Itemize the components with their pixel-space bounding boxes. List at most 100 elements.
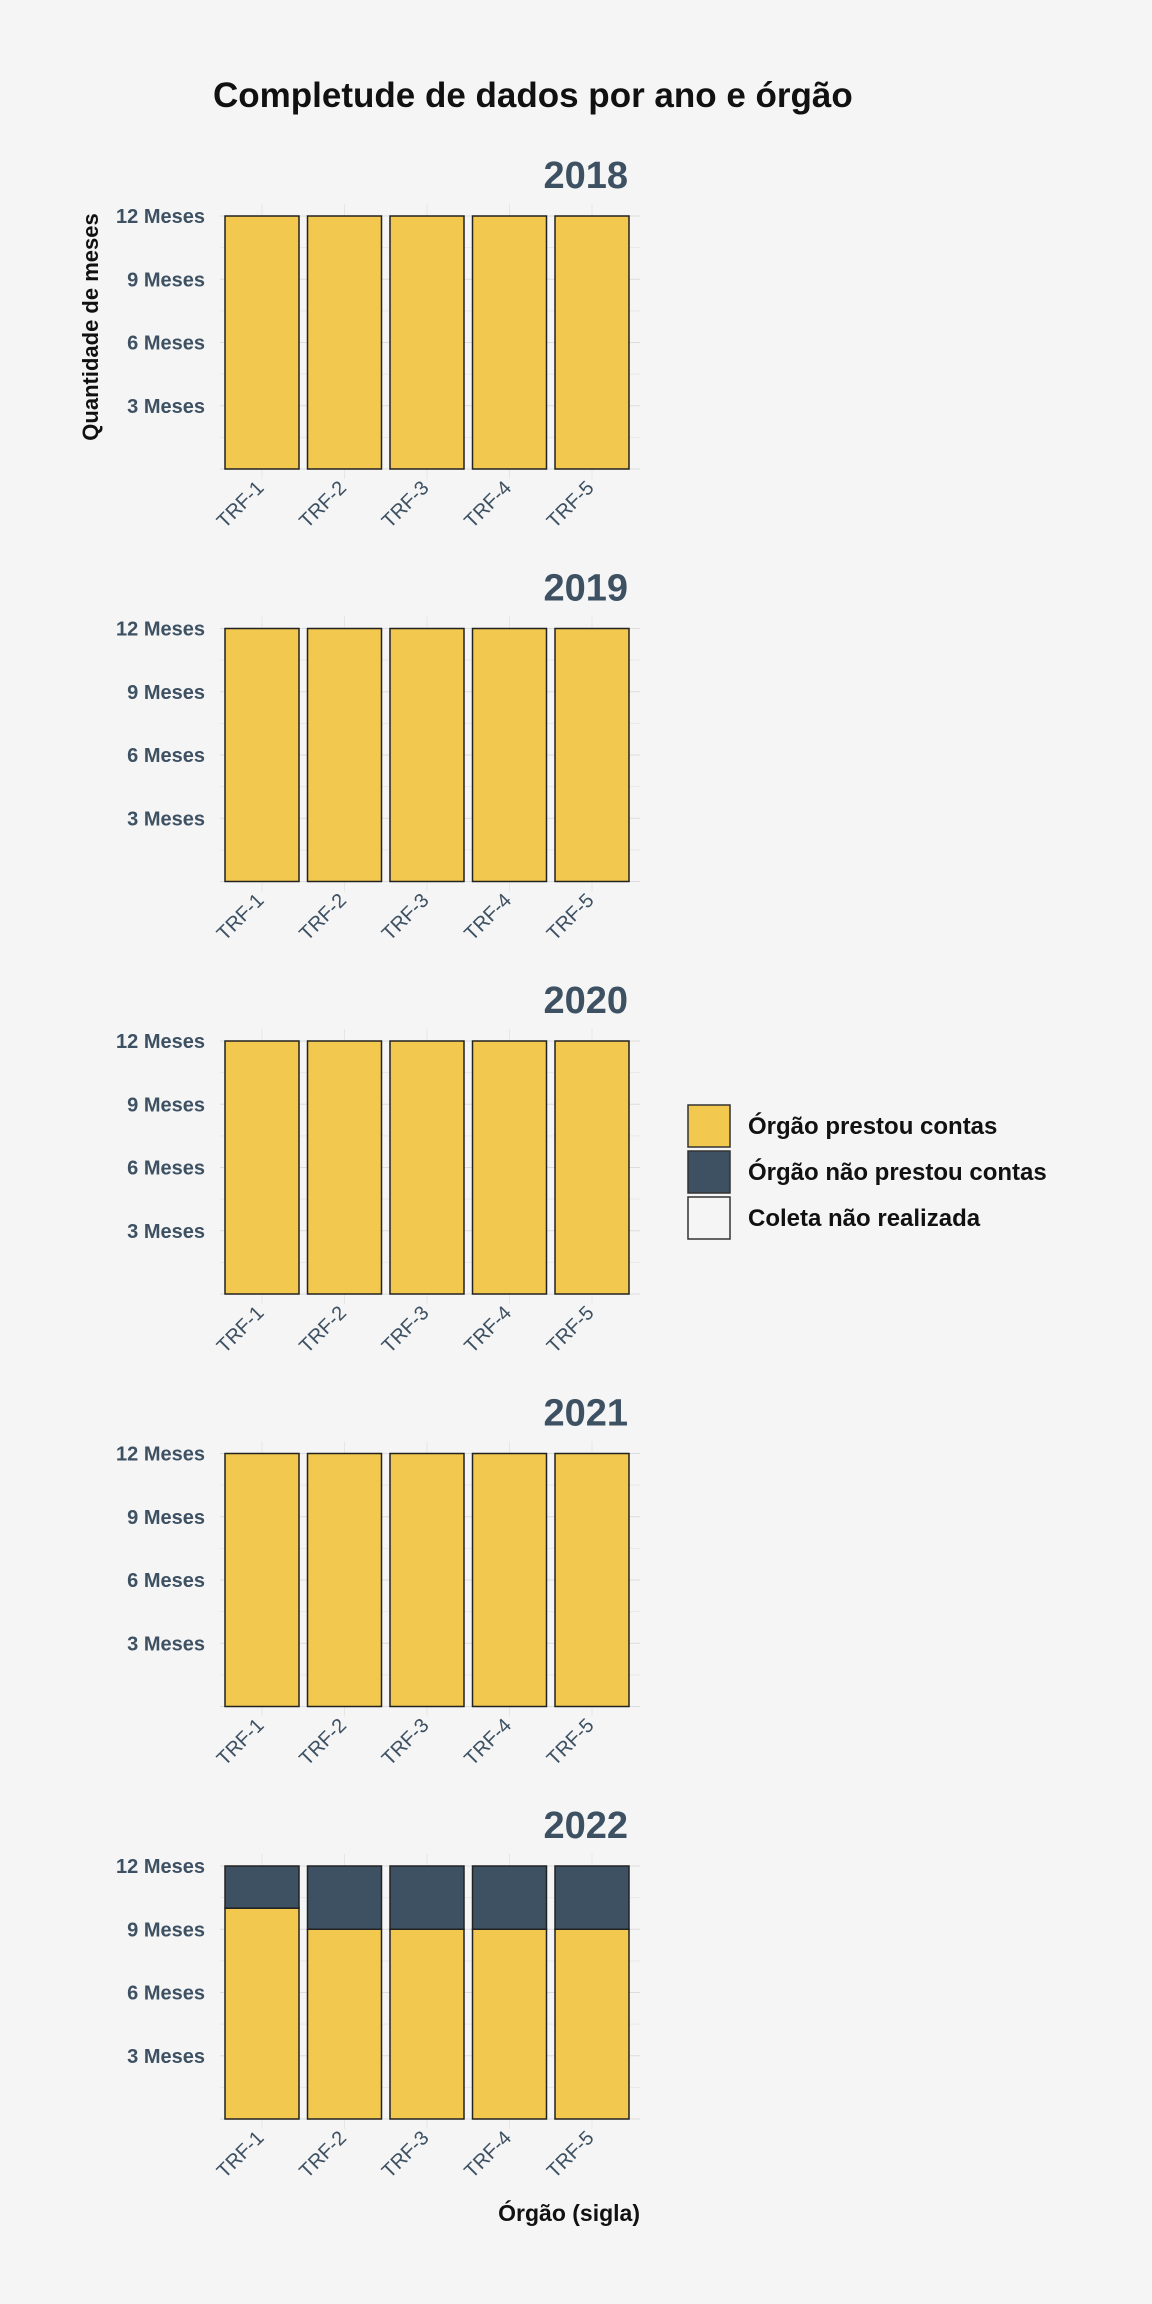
panel-2022: 2022 3 Meses 6 Meses 9 Meses 12 Meses TRF-1 TR… [116,1805,640,2183]
x-tick-label: TRF-1 [213,2127,269,2183]
bar-prestou [306,1040,383,1295]
bar-prestou [389,1452,465,1708]
legend-swatch [687,1196,731,1240]
x-tick-label: TRF-3 [378,477,434,533]
bar-nao_prestou [389,1865,465,1930]
x-tick-label: TRF-1 [213,889,269,945]
x-tick-label: TRF-2 [295,1302,351,1358]
y-tick-label: 12 Meses [116,619,205,641]
panel-year-title: 2019 [543,568,628,610]
bar-prestou [389,1040,465,1295]
bar-prestou [306,1452,383,1708]
bar-prestou [306,1928,383,2120]
y-tick-label: 3 Meses [127,1633,205,1655]
y-tick-label: 6 Meses [127,333,205,355]
bar-prestou [554,1928,630,2120]
y-tick-label: 9 Meses [127,1919,205,1941]
x-tick-label: TRF-5 [543,1302,599,1358]
y-tick-label: 6 Meses [127,1570,205,1592]
x-tick-label: TRF-5 [543,477,599,533]
chart-title: Completude de dados por ano e órgão [213,76,853,115]
x-tick-label: TRF-4 [460,1302,516,1358]
panel-2020: 2020 3 Meses 6 Meses 9 Meses 12 Meses TRF-1 TR… [116,980,640,1358]
bar-nao_prestou [471,1865,548,1930]
x-tick-label: TRF-3 [378,889,434,945]
x-tick-label: TRF-5 [543,889,599,945]
y-tick-label: 3 Meses [127,396,205,418]
panel-2018: 2018 3 Meses 6 Meses 9 Meses 12 Meses TRF-1 TR… [116,155,640,533]
bar-prestou [389,627,465,883]
bar-prestou [306,215,383,470]
y-tick-label: 9 Meses [127,682,205,704]
panel-year-title: 2018 [543,155,628,197]
x-tick-label: TRF-2 [295,2127,351,2183]
y-tick-label: 12 Meses [116,1444,205,1466]
bar-nao_prestou [224,1865,300,1909]
bar-prestou [224,1907,300,2120]
y-axis-title: Quantidade de meses [78,213,103,440]
bar-prestou [224,627,300,883]
x-tick-label: TRF-4 [460,2127,516,2183]
legend-label: Coleta não realizada [748,1205,981,1232]
bar-prestou [471,1040,548,1295]
chart-legend: Órgão prestou contas Órgão não prestou co… [687,1104,1047,1240]
panel-year-title: 2020 [543,980,628,1022]
x-axis-title: Órgão (sigla) [498,2199,640,2226]
y-tick-label: 3 Meses [127,1221,205,1243]
bar-prestou [389,1928,465,2120]
x-tick-label: TRF-3 [378,1714,434,1770]
y-tick-label: 9 Meses [127,1094,205,1116]
y-tick-label: 12 Meses [116,1031,205,1053]
panel-2019: 2019 3 Meses 6 Meses 9 Meses 12 Meses TRF-1 TR… [116,568,640,945]
bar-prestou [471,627,548,883]
legend-item-nao_prestou: Órgão não prestou contas [687,1150,1047,1194]
x-tick-label: TRF-3 [378,1302,434,1358]
bar-prestou [389,215,465,470]
y-tick-label: 6 Meses [127,745,205,767]
bar-prestou [471,1928,548,2120]
x-tick-label: TRF-5 [543,2127,599,2183]
bar-prestou [224,215,300,470]
bar-prestou [471,1452,548,1708]
y-tick-label: 6 Meses [127,1983,205,2005]
bar-prestou [224,1040,300,1295]
y-tick-label: 12 Meses [116,1856,205,1878]
y-tick-label: 9 Meses [127,1507,205,1529]
chart-panels: 2018 3 Meses 6 Meses 9 Meses 12 Meses TRF-1 TR… [116,155,640,2183]
x-tick-label: TRF-4 [460,889,516,945]
x-tick-label: TRF-3 [378,2127,434,2183]
y-tick-label: 12 Meses [116,206,205,228]
x-tick-label: TRF-1 [213,1714,269,1770]
bar-prestou [554,1452,630,1708]
y-tick-label: 9 Meses [127,269,205,291]
panel-2021: 2021 3 Meses 6 Meses 9 Meses 12 Meses TRF-1 TR… [116,1393,640,1770]
x-tick-label: TRF-4 [460,1714,516,1770]
bar-prestou [471,215,548,470]
legend-swatch [687,1150,731,1194]
y-tick-label: 3 Meses [127,2046,205,2068]
x-tick-label: TRF-4 [460,477,516,533]
bar-prestou [554,215,630,470]
legend-item-prestou: Órgão prestou contas [687,1104,997,1148]
legend-label: Órgão não prestou contas [748,1158,1047,1186]
bar-prestou [306,627,383,883]
panel-year-title: 2022 [543,1805,628,1847]
x-tick-label: TRF-1 [213,477,269,533]
x-tick-label: TRF-1 [213,1302,269,1358]
bar-nao_prestou [306,1865,383,1930]
x-tick-label: TRF-2 [295,889,351,945]
legend-swatch [687,1104,731,1148]
x-tick-label: TRF-5 [543,1714,599,1770]
legend-item-nao_realizada: Coleta não realizada [687,1196,981,1240]
y-tick-label: 3 Meses [127,808,205,830]
panel-year-title: 2021 [543,1393,628,1435]
bar-prestou [224,1452,300,1708]
x-tick-label: TRF-2 [295,477,351,533]
x-tick-label: TRF-2 [295,1714,351,1770]
legend-label: Órgão prestou contas [748,1112,997,1140]
y-tick-label: 6 Meses [127,1158,205,1180]
bar-prestou [554,627,630,883]
bar-nao_prestou [554,1865,630,1930]
bar-prestou [554,1040,630,1295]
